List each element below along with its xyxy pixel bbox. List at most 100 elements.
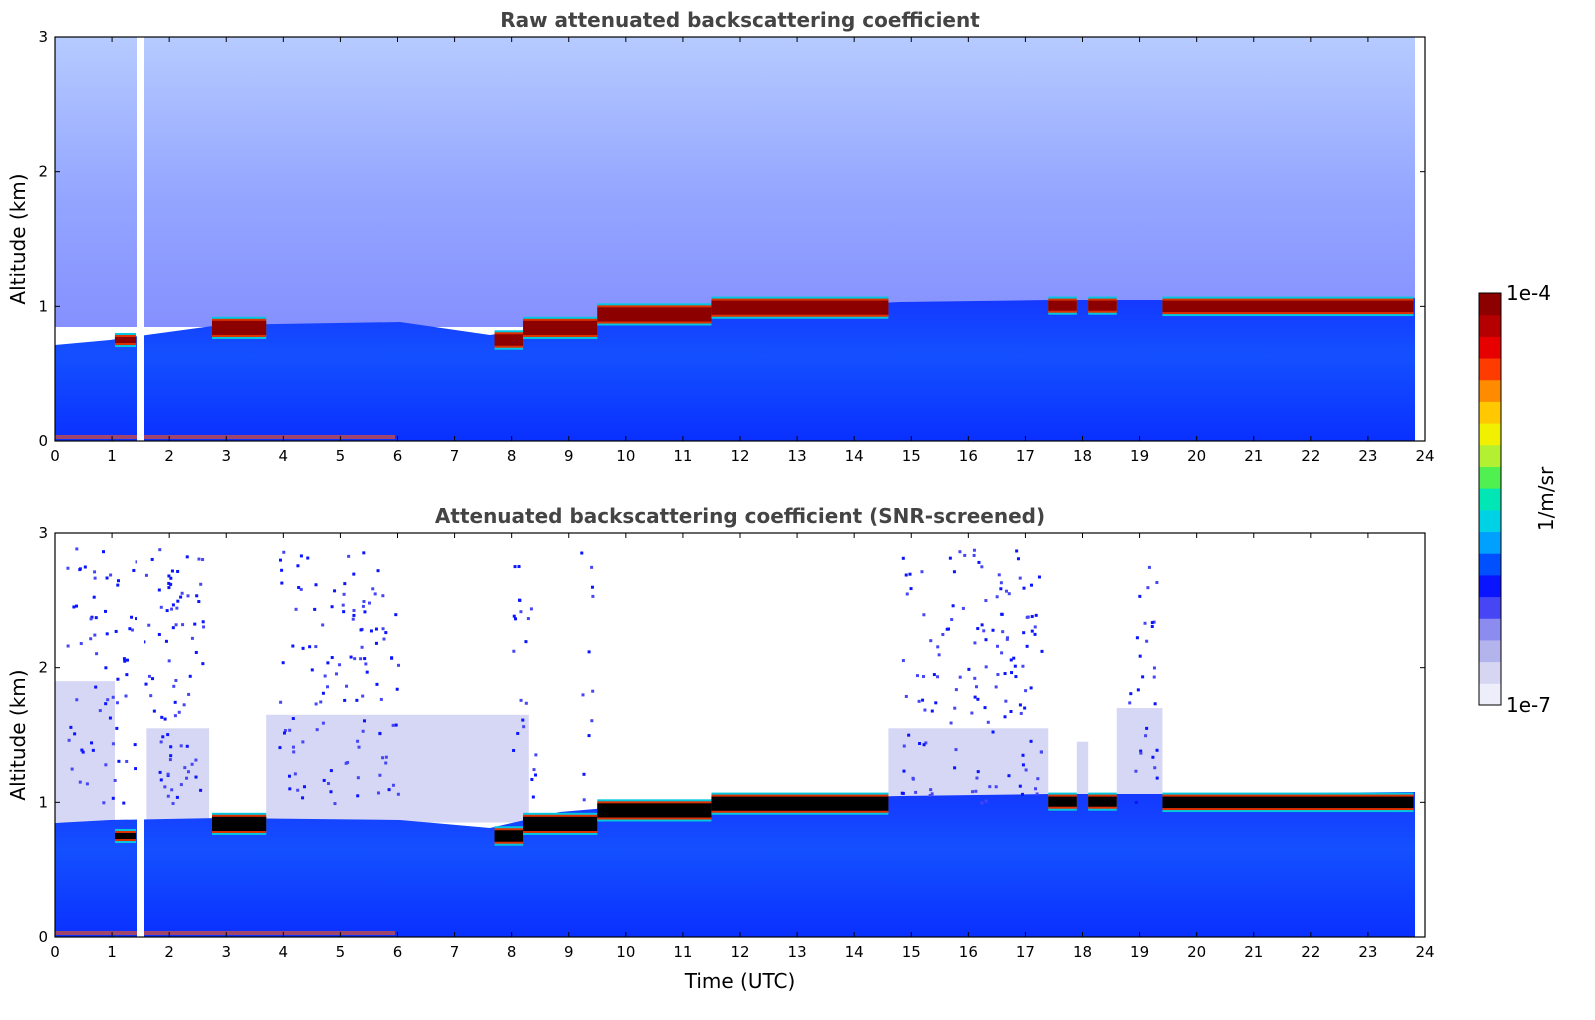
x-tick-label: 15	[902, 447, 921, 465]
noise-pixel	[329, 769, 333, 773]
noise-pixel	[1155, 581, 1159, 585]
noise-pixel	[995, 644, 999, 648]
noise-pixel	[949, 721, 953, 725]
noise-pixel	[1004, 699, 1008, 703]
noise-pixel	[1040, 750, 1044, 754]
noise-pixel	[282, 550, 286, 554]
noise-pixel	[1152, 620, 1156, 624]
noise-pixel	[361, 694, 365, 698]
noise-pixel	[381, 594, 385, 598]
noise-pixel	[945, 627, 949, 631]
colorbar-step	[1479, 314, 1501, 337]
noise-pixel	[1139, 749, 1143, 753]
noise-pixel	[1010, 671, 1014, 675]
noise-pixel	[91, 748, 95, 752]
noise-pixel	[180, 591, 184, 595]
noise-pixel	[977, 560, 981, 564]
noise-pixel	[1129, 692, 1133, 696]
noise-pixel	[116, 579, 120, 583]
noise-pixel	[907, 733, 911, 737]
noise-pixel	[70, 767, 74, 771]
noise-pixel	[1155, 776, 1159, 780]
noise-pixel	[1153, 702, 1157, 706]
noise-pixel	[159, 740, 163, 744]
noise-pixel	[1024, 689, 1028, 693]
cloud-core	[1048, 300, 1077, 311]
noise-pixel	[1007, 592, 1011, 596]
y-tick-label: 1	[38, 297, 48, 315]
cloud-core	[597, 803, 712, 818]
colorbar-step	[1479, 466, 1501, 489]
noise-pixel	[364, 662, 368, 666]
cloud-core	[114, 336, 137, 344]
cloud-core	[1088, 796, 1117, 807]
noise-pixel	[1035, 792, 1039, 796]
noise-pixel	[928, 794, 932, 798]
noise-pixel	[170, 788, 174, 792]
noise-pixel	[179, 783, 183, 787]
colorbar-step	[1479, 661, 1501, 684]
x-tick-label: 14	[845, 447, 864, 465]
noise-pixel	[905, 592, 909, 596]
noise-pixel	[187, 692, 191, 696]
noise-pixel	[314, 583, 318, 587]
noise-pixel	[66, 566, 70, 570]
x-tick-label: 10	[616, 447, 635, 465]
noise-pixel	[1014, 675, 1018, 679]
panel-snr-x-axis: 0 1 2 3 4 5 6 7 8 9 10 11 12 13 14 15 16 17 18 19 20 21 22 23 24	[50, 533, 1435, 961]
noise-pixel	[1144, 734, 1148, 738]
noise-pixel	[1141, 675, 1145, 679]
noise-pixel	[982, 629, 986, 633]
panel-snr-y-axis: 0 1 2 3	[38, 524, 1425, 946]
noise-pixel	[390, 656, 394, 660]
noise-pixel	[299, 587, 303, 591]
noise-pixel	[72, 605, 76, 609]
noise-pixel	[344, 761, 348, 765]
noise-pixel	[1150, 625, 1154, 629]
noise-pixel	[516, 731, 520, 735]
noise-pixel	[930, 792, 934, 796]
noise-pixel	[923, 708, 927, 712]
noise-pixel	[980, 623, 984, 627]
noise-pixel	[104, 702, 108, 706]
x-tick-label: 12	[730, 943, 749, 961]
noise-pixel	[280, 581, 284, 585]
noise-pixel	[329, 790, 333, 794]
cloud-core	[1162, 796, 1414, 809]
noise-pixel	[108, 716, 112, 720]
noise-pixel	[1001, 630, 1005, 634]
noise-pixel	[991, 628, 995, 632]
y-tick-label: 2	[38, 659, 48, 677]
x-tick-label: 15	[902, 943, 921, 961]
noise-pixel	[106, 698, 110, 702]
noise-pixel	[69, 725, 73, 729]
noise-pixel	[999, 587, 1003, 591]
noise-pixel	[115, 726, 119, 730]
noise-pixel	[1023, 706, 1027, 710]
noise-pixel	[352, 608, 356, 612]
noise-pixel	[941, 632, 945, 636]
noise-pixel	[194, 775, 198, 779]
panel-snr: Attenuated backscattering coefficient (S…	[6, 504, 1435, 993]
x-tick-label: 1	[107, 447, 117, 465]
noise-pixel	[513, 565, 517, 569]
noise-pixel	[194, 650, 198, 654]
noise-pixel	[147, 674, 151, 678]
noise-pixel	[1019, 711, 1023, 715]
aerosol-haze	[146, 728, 210, 823]
noise-pixel	[1000, 651, 1004, 655]
noise-pixel	[974, 789, 978, 793]
noise-pixel	[323, 674, 327, 678]
noise-pixel	[395, 687, 399, 691]
noise-pixel	[973, 641, 977, 645]
noise-pixel	[151, 677, 155, 681]
x-tick-label: 17	[1016, 447, 1035, 465]
noise-pixel	[361, 604, 365, 608]
noise-pixel	[953, 706, 957, 710]
noise-pixel	[313, 607, 317, 611]
noise-pixel	[976, 770, 980, 774]
noise-pixel	[378, 731, 382, 735]
panel-snr-xlabel: Time (UTC)	[684, 969, 796, 993]
colorbar-step	[1479, 596, 1501, 619]
